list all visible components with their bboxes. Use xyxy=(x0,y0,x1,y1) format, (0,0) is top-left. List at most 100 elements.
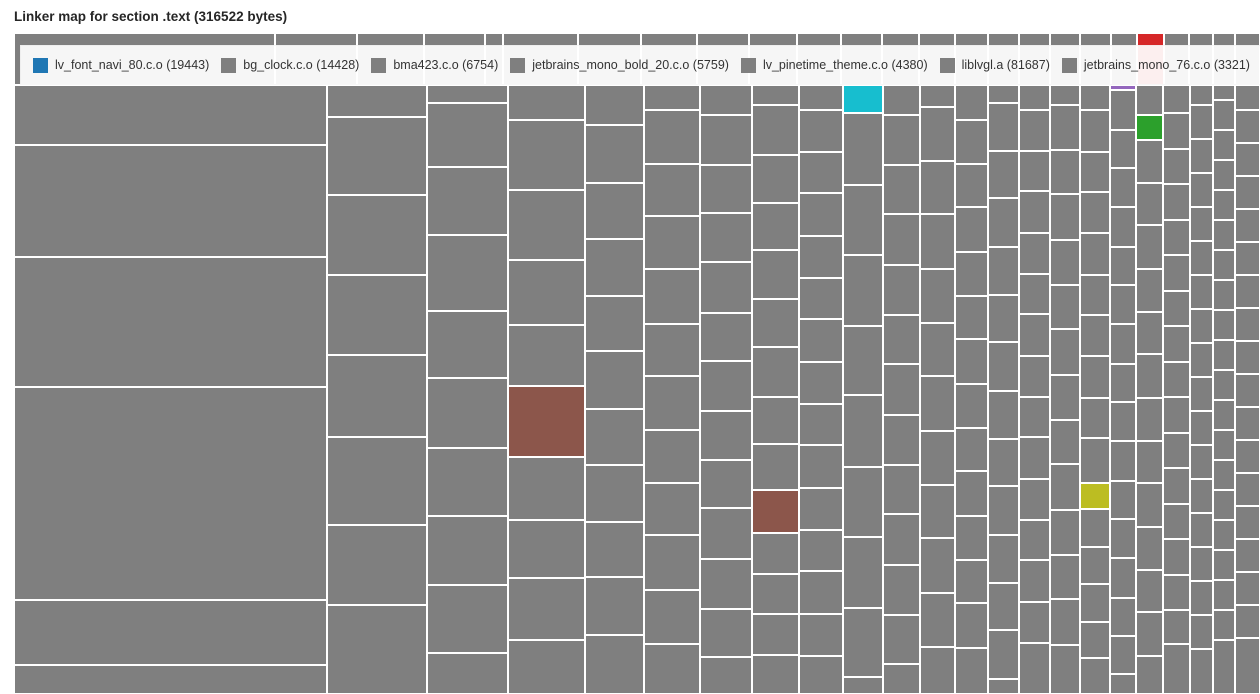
treemap-cell[interactable] xyxy=(1189,546,1214,581)
treemap-cell[interactable] xyxy=(1189,377,1214,411)
treemap-cell[interactable] xyxy=(1189,173,1214,207)
treemap-cell[interactable] xyxy=(1189,85,1214,106)
treemap-cell[interactable] xyxy=(1019,437,1051,480)
treemap-cell[interactable] xyxy=(699,508,753,559)
treemap-cell[interactable] xyxy=(14,599,328,665)
treemap-cell[interactable] xyxy=(1050,374,1081,420)
treemap-cell[interactable] xyxy=(427,311,509,378)
treemap-cell[interactable] xyxy=(1163,432,1190,468)
treemap-cell[interactable] xyxy=(508,640,585,694)
treemap-cell[interactable] xyxy=(988,439,1020,487)
treemap-cell[interactable] xyxy=(584,464,645,522)
treemap-cell[interactable] xyxy=(1080,275,1110,315)
treemap-cell[interactable] xyxy=(644,483,700,535)
treemap-cell[interactable] xyxy=(427,653,509,694)
treemap-cell[interactable] xyxy=(1050,239,1081,285)
treemap-cell[interactable] xyxy=(1163,149,1190,184)
treemap-cell[interactable] xyxy=(1050,85,1081,105)
treemap-cell[interactable] xyxy=(1163,538,1190,575)
treemap-cell[interactable] xyxy=(1213,339,1236,370)
treemap-cell[interactable] xyxy=(1189,241,1214,275)
treemap-cell[interactable] xyxy=(752,614,799,655)
treemap-cell[interactable] xyxy=(584,408,645,465)
treemap-cell[interactable] xyxy=(1213,459,1236,490)
treemap-cell[interactable] xyxy=(798,85,843,110)
treemap-cell[interactable] xyxy=(1189,648,1214,694)
treemap-cell[interactable] xyxy=(1109,674,1137,694)
treemap-cell[interactable] xyxy=(1050,463,1081,510)
treemap-cell[interactable] xyxy=(1189,309,1214,343)
treemap-cell[interactable] xyxy=(1136,85,1164,115)
treemap-cell[interactable] xyxy=(920,376,956,431)
treemap-cell[interactable] xyxy=(752,397,799,445)
treemap-cell[interactable] xyxy=(1019,274,1051,315)
treemap-cell[interactable] xyxy=(883,165,921,214)
treemap-cell[interactable] xyxy=(1136,268,1164,312)
treemap-cell[interactable] xyxy=(1213,129,1236,160)
treemap-cell[interactable] xyxy=(1235,506,1260,540)
treemap-cell[interactable] xyxy=(1019,110,1051,152)
treemap-cell[interactable] xyxy=(1109,481,1137,519)
treemap-cell[interactable] xyxy=(1019,233,1051,275)
treemap-cell[interactable] xyxy=(842,607,884,677)
treemap-cell[interactable] xyxy=(955,647,989,694)
treemap-cell[interactable] xyxy=(699,262,753,313)
treemap-cell[interactable] xyxy=(1235,142,1260,176)
treemap-cell[interactable] xyxy=(1213,85,1236,100)
treemap-cell[interactable] xyxy=(920,323,956,376)
treemap-cell[interactable] xyxy=(1109,558,1137,598)
treemap-cell[interactable] xyxy=(1163,396,1190,433)
treemap-cell[interactable] xyxy=(644,164,700,216)
treemap-cell[interactable] xyxy=(752,203,799,251)
treemap-cell[interactable] xyxy=(584,182,645,239)
treemap-cell[interactable] xyxy=(327,604,428,694)
treemap-cell[interactable] xyxy=(1019,356,1051,398)
treemap-cell[interactable] xyxy=(1213,309,1236,340)
treemap-cell[interactable] xyxy=(699,656,753,694)
treemap-cell[interactable] xyxy=(1136,224,1164,269)
treemap-cell[interactable] xyxy=(1189,105,1214,139)
treemap-cell[interactable] xyxy=(1080,622,1110,658)
treemap-cell[interactable] xyxy=(644,535,700,590)
treemap-cell[interactable] xyxy=(920,161,956,214)
treemap-cell[interactable] xyxy=(1019,191,1051,234)
treemap-cell[interactable] xyxy=(1050,598,1081,645)
treemap-cell[interactable] xyxy=(1109,324,1137,364)
treemap-cell[interactable] xyxy=(798,444,843,488)
treemap-cell[interactable] xyxy=(1109,636,1137,674)
treemap-cell[interactable] xyxy=(920,430,956,485)
treemap-cell[interactable] xyxy=(1136,139,1164,183)
treemap-cell[interactable] xyxy=(988,535,1020,583)
treemap-cell[interactable] xyxy=(1109,85,1137,90)
treemap-cell[interactable] xyxy=(327,194,428,275)
treemap-cell[interactable] xyxy=(1235,241,1260,275)
treemap-cell[interactable] xyxy=(644,85,700,111)
treemap-cell[interactable] xyxy=(1109,401,1137,442)
treemap-cell[interactable] xyxy=(1235,85,1260,110)
treemap-cell[interactable] xyxy=(427,377,509,448)
treemap-cell[interactable] xyxy=(798,235,843,278)
treemap-cell[interactable] xyxy=(1213,429,1236,460)
treemap-cell[interactable] xyxy=(508,457,585,520)
treemap-cell[interactable] xyxy=(327,354,428,437)
treemap-cell[interactable] xyxy=(1109,89,1137,130)
treemap-cell[interactable] xyxy=(1235,208,1260,242)
treemap-cell[interactable] xyxy=(883,614,921,664)
treemap-cell[interactable] xyxy=(752,85,799,105)
treemap-cell[interactable] xyxy=(752,533,799,575)
treemap-cell[interactable] xyxy=(842,85,884,113)
treemap-cell[interactable] xyxy=(1189,512,1214,547)
treemap-cell[interactable] xyxy=(1163,609,1190,644)
treemap-cell[interactable] xyxy=(584,85,645,125)
treemap-cell[interactable] xyxy=(1163,361,1190,397)
treemap-cell[interactable] xyxy=(1080,658,1110,694)
treemap-cell[interactable] xyxy=(1213,489,1236,520)
treemap-cell[interactable] xyxy=(955,207,989,252)
treemap-cell[interactable] xyxy=(508,520,585,578)
treemap-cell[interactable] xyxy=(1235,407,1260,441)
treemap-cell[interactable] xyxy=(988,391,1020,439)
treemap-cell[interactable] xyxy=(842,113,884,185)
treemap-cell[interactable] xyxy=(1080,482,1110,509)
treemap-cell[interactable] xyxy=(699,165,753,213)
treemap-cell[interactable] xyxy=(508,119,585,190)
